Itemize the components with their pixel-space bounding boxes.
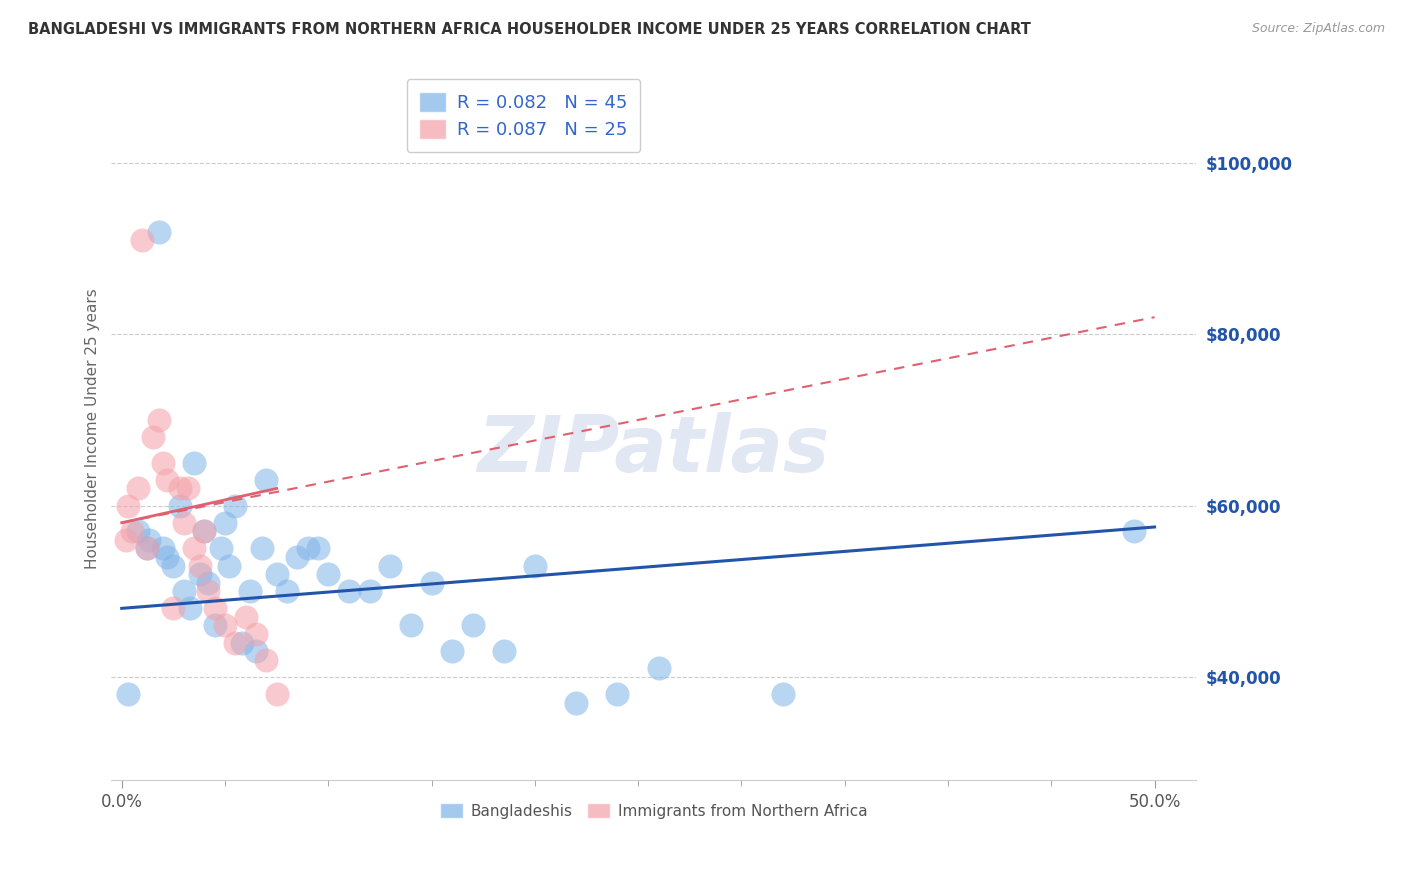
Point	[380, 558, 402, 573]
Y-axis label: Householder Income Under 25 years: Householder Income Under 25 years	[86, 288, 100, 569]
Point	[156, 549, 179, 564]
Point	[169, 482, 191, 496]
Point	[135, 541, 157, 556]
Point	[224, 499, 246, 513]
Point	[152, 456, 174, 470]
Point	[152, 541, 174, 556]
Point	[193, 524, 215, 539]
Point	[276, 584, 298, 599]
Point	[188, 558, 211, 573]
Point	[148, 413, 170, 427]
Point	[204, 618, 226, 632]
Point	[156, 473, 179, 487]
Point	[162, 558, 184, 573]
Point	[135, 541, 157, 556]
Point	[131, 233, 153, 247]
Point	[193, 524, 215, 539]
Point	[177, 482, 200, 496]
Point	[117, 499, 139, 513]
Point	[245, 644, 267, 658]
Point	[245, 627, 267, 641]
Point	[235, 610, 257, 624]
Point	[231, 635, 253, 649]
Point	[162, 601, 184, 615]
Point	[250, 541, 273, 556]
Point	[420, 575, 443, 590]
Point	[224, 635, 246, 649]
Point	[121, 524, 143, 539]
Point	[461, 618, 484, 632]
Point	[266, 567, 288, 582]
Point	[316, 567, 339, 582]
Point	[307, 541, 329, 556]
Point	[359, 584, 381, 599]
Point	[142, 430, 165, 444]
Point	[441, 644, 464, 658]
Point	[169, 499, 191, 513]
Point	[179, 601, 201, 615]
Text: ZIPatlas: ZIPatlas	[478, 411, 830, 488]
Point	[492, 644, 515, 658]
Point	[197, 575, 219, 590]
Point	[188, 567, 211, 582]
Point	[117, 687, 139, 701]
Point	[266, 687, 288, 701]
Point	[127, 482, 149, 496]
Point	[138, 533, 160, 547]
Point	[1122, 524, 1144, 539]
Point	[209, 541, 232, 556]
Legend: Bangladeshis, Immigrants from Northern Africa: Bangladeshis, Immigrants from Northern A…	[433, 797, 873, 824]
Text: BANGLADESHI VS IMMIGRANTS FROM NORTHERN AFRICA HOUSEHOLDER INCOME UNDER 25 YEARS: BANGLADESHI VS IMMIGRANTS FROM NORTHERN …	[28, 22, 1031, 37]
Point	[565, 696, 588, 710]
Point	[239, 584, 262, 599]
Point	[772, 687, 794, 701]
Point	[285, 549, 308, 564]
Point	[115, 533, 138, 547]
Point	[173, 584, 195, 599]
Point	[204, 601, 226, 615]
Point	[148, 225, 170, 239]
Point	[254, 653, 277, 667]
Point	[218, 558, 240, 573]
Point	[254, 473, 277, 487]
Point	[606, 687, 628, 701]
Text: Source: ZipAtlas.com: Source: ZipAtlas.com	[1251, 22, 1385, 36]
Point	[297, 541, 319, 556]
Point	[183, 456, 205, 470]
Point	[127, 524, 149, 539]
Point	[197, 584, 219, 599]
Point	[648, 661, 671, 675]
Point	[337, 584, 360, 599]
Point	[214, 516, 236, 530]
Point	[183, 541, 205, 556]
Point	[173, 516, 195, 530]
Point	[523, 558, 546, 573]
Point	[214, 618, 236, 632]
Point	[399, 618, 422, 632]
